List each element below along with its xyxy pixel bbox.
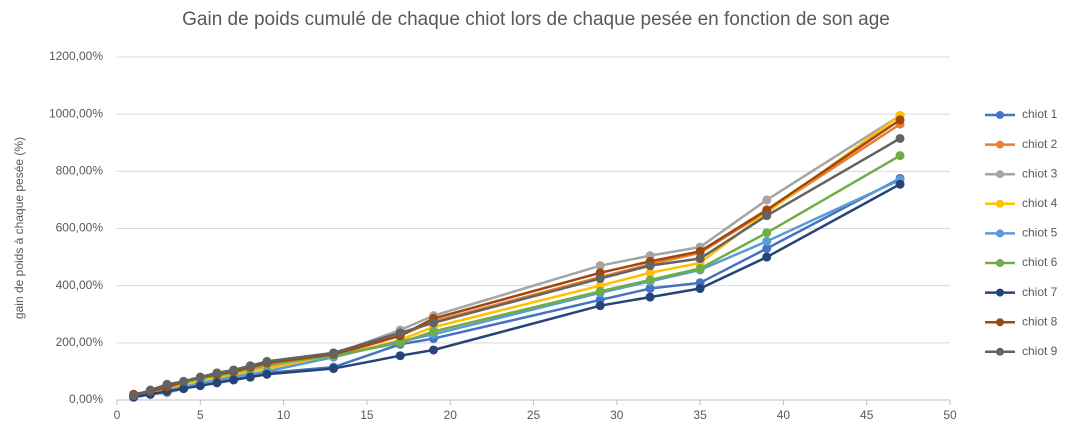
y-tick-label: 200,00% xyxy=(56,335,104,349)
series-line xyxy=(133,123,901,396)
data-point xyxy=(145,385,155,395)
series-line xyxy=(133,118,901,396)
data-point xyxy=(595,301,605,311)
series-line xyxy=(133,114,901,397)
data-point xyxy=(212,378,222,388)
data-point xyxy=(212,368,222,378)
data-point xyxy=(895,133,905,143)
data-point xyxy=(429,318,439,328)
legend-marker xyxy=(996,318,1004,327)
legend-label: chiot 4 xyxy=(1022,196,1058,210)
data-point xyxy=(179,376,189,386)
x-tick-label: 20 xyxy=(444,408,458,422)
data-point xyxy=(695,264,705,274)
data-point xyxy=(645,275,655,285)
series-line xyxy=(133,114,901,397)
data-point xyxy=(395,351,405,361)
legend-label: chiot 9 xyxy=(1022,344,1058,358)
series-line xyxy=(133,154,901,397)
x-tick-label: 25 xyxy=(527,408,541,422)
data-point xyxy=(762,195,772,205)
data-point xyxy=(762,244,772,254)
legend-marker xyxy=(996,170,1004,179)
legend-marker xyxy=(996,288,1004,297)
x-tick-label: 35 xyxy=(693,408,707,422)
data-point xyxy=(162,379,172,389)
y-tick-label: 600,00% xyxy=(56,221,104,235)
data-point xyxy=(262,356,272,366)
x-tick-label: 15 xyxy=(360,408,374,422)
legend-label: chiot 8 xyxy=(1022,314,1058,328)
legend-marker xyxy=(996,259,1004,267)
y-axis-label: gain de poids à chaque pesée (%) xyxy=(12,137,26,319)
data-point xyxy=(429,326,439,336)
data-point xyxy=(395,328,405,338)
x-tick-label: 5 xyxy=(197,408,204,422)
y-tick-label: 400,00% xyxy=(56,278,104,292)
data-point xyxy=(645,284,655,294)
data-point xyxy=(429,345,439,355)
data-point xyxy=(645,268,655,278)
data-point xyxy=(762,211,772,221)
y-tick-label: 0,00% xyxy=(69,392,103,406)
data-point xyxy=(645,292,655,302)
series-line xyxy=(133,137,901,397)
legend-marker xyxy=(996,229,1004,238)
x-tick-label: 40 xyxy=(777,408,791,422)
data-point xyxy=(329,348,339,358)
data-point xyxy=(645,261,655,271)
data-point xyxy=(179,384,189,394)
x-tick-label: 30 xyxy=(610,408,624,422)
x-tick-label: 45 xyxy=(860,408,874,422)
legend-label: chiot 2 xyxy=(1022,137,1058,151)
legend-marker xyxy=(996,199,1004,208)
x-tick-label: 10 xyxy=(277,408,291,422)
data-point xyxy=(595,286,605,296)
data-point xyxy=(895,179,905,189)
data-point xyxy=(229,375,239,385)
legend-label: chiot 7 xyxy=(1022,285,1058,299)
data-point xyxy=(895,151,905,161)
data-point xyxy=(262,369,272,379)
y-tick-label: 800,00% xyxy=(56,164,104,178)
y-tick-label: 1000,00% xyxy=(49,106,103,120)
data-point xyxy=(762,236,772,246)
chart-title: Gain de poids cumulé de chaque chiot lor… xyxy=(182,9,890,30)
data-point xyxy=(595,261,605,271)
data-point xyxy=(195,372,205,382)
x-tick-label: 0 xyxy=(114,408,121,422)
data-point xyxy=(395,338,405,348)
data-point xyxy=(245,361,255,371)
legend-label: chiot 3 xyxy=(1022,166,1058,180)
data-point xyxy=(329,364,339,374)
y-tick-label: 1200,00% xyxy=(49,49,103,63)
data-point xyxy=(595,274,605,284)
data-point xyxy=(895,115,905,125)
data-point xyxy=(195,381,205,391)
legend-label: chiot 5 xyxy=(1022,226,1058,240)
data-point xyxy=(129,391,139,401)
data-point xyxy=(695,246,705,256)
legend-marker xyxy=(996,140,1004,149)
legend-marker xyxy=(996,347,1004,356)
legend-label: chiot 1 xyxy=(1022,107,1058,121)
data-point xyxy=(229,365,239,375)
legend-marker xyxy=(996,111,1004,119)
data-point xyxy=(245,372,255,382)
data-point xyxy=(695,254,705,264)
legend-label: chiot 6 xyxy=(1022,255,1058,269)
data-point xyxy=(695,284,705,294)
data-point xyxy=(762,228,772,238)
data-point xyxy=(762,252,772,262)
x-tick-label: 50 xyxy=(943,408,957,422)
